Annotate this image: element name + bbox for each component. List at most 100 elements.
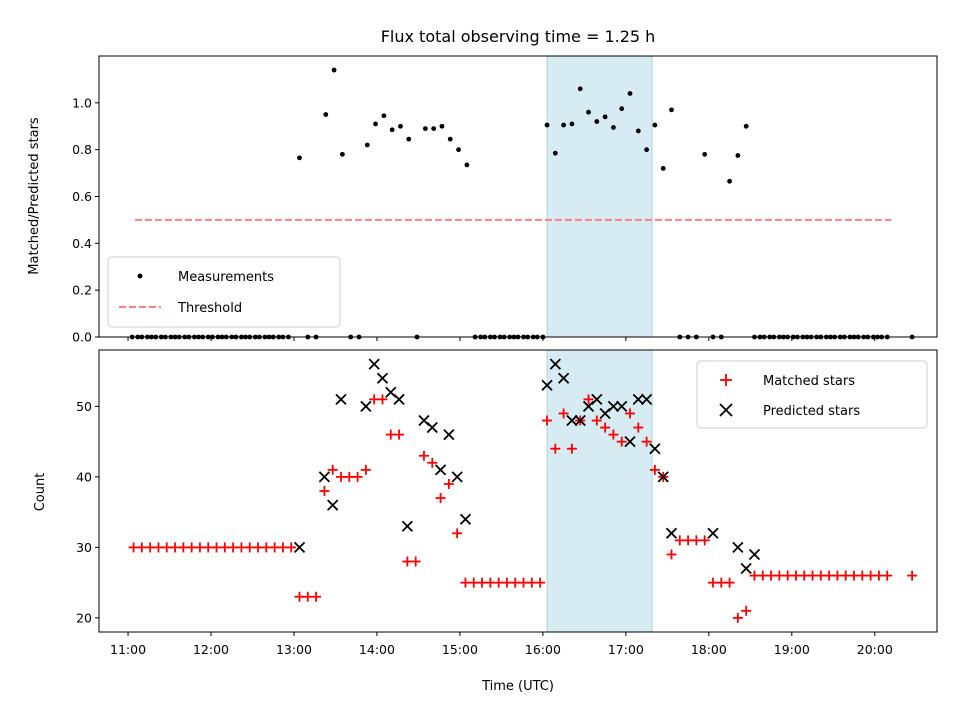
top-legend: Measurements Threshold bbox=[107, 256, 341, 328]
predicted-star-point bbox=[549, 358, 561, 370]
legend-label-matched: Matched stars bbox=[763, 374, 855, 389]
predicted-star-point bbox=[607, 400, 620, 413]
measurement-point bbox=[464, 162, 470, 168]
top-y-tick-label: 0.0 bbox=[72, 330, 92, 345]
measurement-point bbox=[456, 147, 461, 153]
measurement-point bbox=[702, 151, 708, 157]
measurement-point bbox=[735, 153, 741, 158]
measurement-point bbox=[635, 128, 641, 134]
predicted-star-point bbox=[732, 541, 744, 554]
x-tick-label: 12:00 bbox=[193, 642, 229, 657]
predicted-star-point bbox=[393, 393, 405, 405]
top-y-tick-label: 0.2 bbox=[72, 283, 92, 298]
matched-star-point bbox=[600, 422, 611, 433]
legend-marker-matched bbox=[720, 374, 732, 386]
predicted-star-point bbox=[360, 400, 372, 413]
matched-star-point bbox=[641, 436, 652, 447]
measurement-point bbox=[381, 113, 387, 119]
measurement-point bbox=[569, 121, 575, 127]
bottom-legend-box bbox=[696, 360, 928, 429]
predicted-star-point bbox=[591, 393, 603, 405]
predicted-star-point bbox=[649, 443, 661, 455]
matched-star-point bbox=[591, 415, 602, 426]
x-axis-label: Time (UTC) bbox=[481, 679, 554, 694]
predicted-star-point bbox=[368, 358, 380, 370]
chart-title: Flux total observing time = 1.25 h bbox=[381, 27, 656, 46]
matched-star-point bbox=[907, 570, 918, 581]
x-tick-label: 11:00 bbox=[110, 642, 146, 657]
matched-star-point bbox=[616, 436, 627, 447]
matched-star-point bbox=[427, 457, 438, 468]
bottom-y-axis-ticks: 20 30 40 50 bbox=[76, 399, 99, 625]
predicted-star-point bbox=[640, 393, 653, 405]
measurement-point bbox=[439, 123, 445, 129]
bottom-y-tick-label: 20 bbox=[76, 610, 92, 625]
predicted-star-point bbox=[401, 520, 414, 532]
top-y-axis-ticks: 0.0 0.2 0.4 0.6 0.8 1.0 bbox=[72, 95, 99, 345]
x-tick-label: 13:00 bbox=[276, 642, 312, 657]
matched-star-point bbox=[882, 570, 893, 581]
matched-star-point bbox=[550, 443, 561, 454]
matched-star-point bbox=[443, 478, 454, 489]
matched-star-point bbox=[319, 486, 330, 496]
matched-star-point bbox=[633, 422, 644, 433]
predicted-star-point bbox=[335, 393, 347, 405]
matched-star-point bbox=[410, 556, 421, 567]
matched-star-point bbox=[608, 429, 619, 440]
legend-label-threshold: Threshold bbox=[177, 301, 242, 316]
predicted-star-point bbox=[665, 527, 678, 539]
measurement-point bbox=[544, 122, 550, 128]
matched-star-point bbox=[732, 612, 743, 623]
predicted-star-point bbox=[459, 513, 472, 525]
legend-marker-measurements bbox=[137, 273, 143, 279]
predicted-star-point bbox=[434, 464, 447, 476]
predicted-star-point bbox=[293, 541, 306, 554]
predicted-star-point bbox=[541, 379, 553, 391]
bottom-y-tick-label: 30 bbox=[76, 540, 92, 555]
matched-star-point bbox=[625, 408, 636, 419]
legend-label-predicted: Predicted stars bbox=[763, 404, 860, 419]
matched-star-point bbox=[566, 443, 577, 454]
predicted-star-point bbox=[443, 428, 455, 441]
measurement-point bbox=[602, 114, 608, 120]
predicted-star-point bbox=[632, 393, 644, 405]
matched-star-point bbox=[741, 605, 752, 616]
measurement-point bbox=[652, 122, 658, 128]
x-tick-label: 16:00 bbox=[525, 642, 561, 657]
matched-star-point bbox=[394, 429, 405, 440]
top-y-tick-label: 0.8 bbox=[72, 142, 92, 157]
predicted-star-point bbox=[657, 471, 669, 483]
measurement-point bbox=[586, 109, 591, 115]
matched-star-point bbox=[649, 464, 660, 475]
matched-star-point bbox=[666, 549, 677, 560]
matched-star-point bbox=[377, 394, 388, 405]
x-tick-label: 19:00 bbox=[774, 642, 810, 657]
measurement-point bbox=[447, 136, 453, 142]
top-x-axis-ticks bbox=[127, 337, 876, 341]
matched-star-point bbox=[535, 577, 546, 588]
top-y-axis-label: Matched/Predicted stars bbox=[27, 117, 42, 275]
measurement-point bbox=[594, 119, 600, 124]
bottom-observing-window-span bbox=[546, 349, 653, 633]
matched-star-point bbox=[452, 528, 463, 539]
top-y-tick-label: 1.0 bbox=[72, 95, 92, 110]
measurement-point bbox=[727, 178, 732, 184]
measurement-point bbox=[660, 166, 666, 171]
matched-star-point bbox=[435, 493, 446, 504]
legend-marker-predicted bbox=[719, 403, 733, 417]
top-y-tick-label: 0.6 bbox=[72, 189, 92, 204]
predicted-star-point bbox=[557, 372, 570, 384]
predicted-star-point bbox=[748, 548, 761, 561]
top-observing-window-span bbox=[546, 55, 653, 338]
measurement-point bbox=[577, 86, 583, 92]
x-tick-label: 20:00 bbox=[857, 642, 893, 657]
measurement-point bbox=[611, 125, 616, 130]
predicted-star-point bbox=[624, 436, 636, 448]
predicted-star-point bbox=[426, 421, 438, 434]
measurement-point bbox=[398, 123, 403, 129]
predicted-star-point bbox=[318, 471, 331, 483]
matched-star-point bbox=[360, 464, 371, 475]
predicted-star-point bbox=[451, 471, 463, 483]
